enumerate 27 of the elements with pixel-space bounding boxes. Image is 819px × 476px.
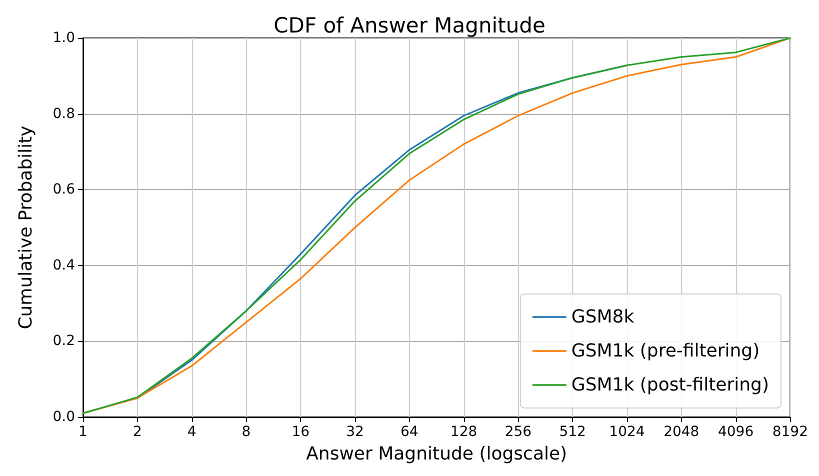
legend-label: GSM1k (pre-filtering): [571, 340, 760, 362]
x-tick-label: 8192: [772, 424, 808, 440]
legend-label: GSM1k (post-filtering): [571, 374, 770, 396]
line-series: [82, 37, 791, 414]
legend-label: GSM8k: [571, 306, 635, 328]
x-tick-label: 16: [292, 424, 310, 440]
x-tick-label: 128: [450, 424, 478, 440]
y-tick-label: 0.0: [52, 409, 75, 425]
x-tick-label: 32: [346, 424, 364, 440]
x-tick-label: 64: [400, 424, 418, 440]
x-tick-label: 2: [132, 424, 142, 440]
x-tick-label: 1: [78, 424, 88, 440]
y-tick-label: 0.2: [52, 333, 75, 350]
x-tick-label: 8: [242, 424, 251, 440]
y-axis-title: Cumulative Probability: [16, 125, 36, 330]
chart-title: CDF of Answer Magnitude: [274, 14, 546, 38]
y-tick-label: 0.6: [52, 182, 76, 198]
x-tick-label: 2048: [664, 424, 700, 440]
x-axis-title: Answer Magnitude (logscale): [306, 444, 568, 464]
y-tick-label: 0.4: [52, 257, 76, 274]
x-tick-label: 256: [504, 424, 532, 440]
y-tick-label: 0.8: [52, 106, 75, 122]
x-tick-label: 1024: [609, 424, 645, 440]
x-tick-label: 4096: [718, 424, 754, 440]
x-tick-label: 4: [187, 424, 196, 440]
x-tick-label: 512: [559, 424, 586, 440]
y-tick-label: 1.0: [52, 30, 75, 46]
